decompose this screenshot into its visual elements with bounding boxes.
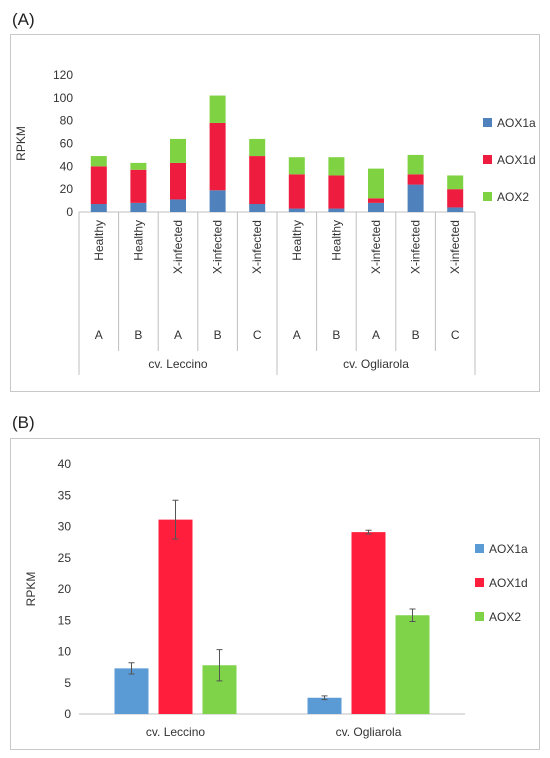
bar-aox2 <box>395 615 430 714</box>
x-category-label: X-infected <box>448 220 462 274</box>
x-category-label: X-infected <box>369 220 383 274</box>
x-replicate-label: B <box>134 328 142 342</box>
bar-segment-aox2 <box>288 157 305 175</box>
x-category-label: X-infected <box>250 220 264 274</box>
legend-swatch <box>475 578 484 587</box>
bar-segment-aox1a <box>170 199 186 212</box>
panel-b-label: (B) <box>12 413 35 432</box>
bar-segment-aox1d <box>249 156 266 205</box>
x-replicate-label: A <box>293 328 301 342</box>
x-replicate-label: B <box>332 328 340 342</box>
bar-segment-aox1a <box>90 204 107 212</box>
bar-segment-aox2 <box>130 162 147 170</box>
legend-label: AOX2 <box>497 190 529 204</box>
y-tick-label: 80 <box>60 114 74 128</box>
y-tick-label: 0 <box>66 205 73 219</box>
y-tick-label: 100 <box>53 91 73 105</box>
bar-segment-aox1a <box>130 202 147 212</box>
legend-swatch <box>475 612 484 621</box>
x-category-label: Healthy <box>131 220 145 261</box>
bar-segment-aox1d <box>209 122 226 191</box>
y-tick-label: 40 <box>58 457 72 471</box>
x-replicate-label: C <box>253 328 262 342</box>
chart-b-frame: RPKM 0 5 10 15 20 25 30 35 40 cv. Leccino cv. Oglia… <box>10 438 540 750</box>
bar-segment-aox1d <box>288 174 305 209</box>
y-tick-label: 120 <box>53 68 73 82</box>
y-tick-label: 60 <box>60 137 74 151</box>
y-tick-label: 5 <box>64 676 71 690</box>
bar-segment-aox2 <box>447 175 464 190</box>
bar-segment-aox1d <box>170 162 186 200</box>
bar-segment-aox2 <box>90 156 107 167</box>
bar-segment-aox2 <box>170 138 186 163</box>
y-tick-label: 15 <box>58 613 72 627</box>
bar-aox1d <box>158 519 193 714</box>
x-replicate-label: B <box>412 328 420 342</box>
bar-segment-aox1a <box>249 204 266 212</box>
legend-label: AOX1a <box>489 542 528 556</box>
bar-segment-aox1d <box>130 169 147 203</box>
chart-a-frame: RPKM 0 20 40 60 80 100 120 Healthy A Healthy B X-inf… <box>10 34 540 392</box>
bar-segment-aox1a <box>328 208 345 212</box>
bar-segment-aox1a <box>288 208 305 212</box>
y-tick-label: 30 <box>58 520 72 534</box>
legend-swatch <box>483 192 492 201</box>
y-tick-label: 20 <box>58 582 72 596</box>
bar-segment-aox2 <box>249 138 266 157</box>
x-category-label: X-infected <box>171 220 185 274</box>
x-replicate-label: A <box>174 328 182 342</box>
x-category-label: cv. Ogliarola <box>336 725 402 739</box>
bar-segment-aox1d <box>407 174 424 185</box>
legend-swatch <box>483 155 492 164</box>
x-category-label: Healthy <box>290 220 304 261</box>
bar-segment-aox2 <box>328 157 345 176</box>
bar-aox1a <box>114 668 149 714</box>
x-category-label: X-infected <box>409 220 423 274</box>
panel-a-label: (A) <box>12 10 35 29</box>
y-tick-label: 40 <box>60 159 74 173</box>
y-tick-label: 20 <box>60 182 74 196</box>
bar-segment-aox2 <box>407 154 424 175</box>
bar-segment-aox1a <box>368 202 384 212</box>
legend-label: AOX1d <box>489 576 528 590</box>
bar-segment-aox1d <box>90 166 107 205</box>
bar-segment-aox1d <box>447 189 464 208</box>
x-replicate-label: A <box>95 328 103 342</box>
legend-label: AOX1a <box>497 116 536 130</box>
x-category-label: cv. Leccino <box>146 725 205 739</box>
y-axis-label: RPKM <box>14 126 28 161</box>
x-category-label: Healthy <box>329 220 343 261</box>
y-tick-label: 10 <box>58 645 72 659</box>
bar-segment-aox1d <box>368 198 384 203</box>
bar-segment-aox1a <box>447 207 464 212</box>
bar-segment-aox1d <box>328 175 345 209</box>
y-tick-label: 35 <box>58 488 72 502</box>
x-replicate-label: B <box>214 328 222 342</box>
legend-label: AOX2 <box>489 610 521 624</box>
bar-aox1d <box>351 532 386 714</box>
bar-segment-aox2 <box>209 95 226 123</box>
bar-segment-aox2 <box>368 168 384 199</box>
legend-swatch <box>483 118 492 127</box>
x-category-label: Healthy <box>92 220 106 261</box>
y-tick-label: 25 <box>58 551 72 565</box>
legend-label: AOX1d <box>497 153 536 167</box>
y-axis-label: RPKM <box>24 572 38 607</box>
x-group-label: cv. Leccino <box>148 357 207 371</box>
bar-aox1a <box>307 697 342 714</box>
x-category-label: X-infected <box>211 220 225 274</box>
x-group-label: cv. Ogliarola <box>343 357 409 371</box>
y-tick-label: 0 <box>64 707 71 721</box>
grouped-bar-chart-b: RPKM 0 5 10 15 20 25 30 35 40 cv. Leccino cv. Oglia… <box>24 457 528 739</box>
bar-segment-aox1a <box>209 190 226 212</box>
bar-segment-aox1a <box>407 184 424 212</box>
legend-swatch <box>475 544 484 553</box>
stacked-bar-chart-a: RPKM 0 20 40 60 80 100 120 Healthy A Healthy B X-inf… <box>14 68 536 375</box>
x-replicate-label: C <box>451 328 460 342</box>
x-replicate-label: A <box>372 328 380 342</box>
